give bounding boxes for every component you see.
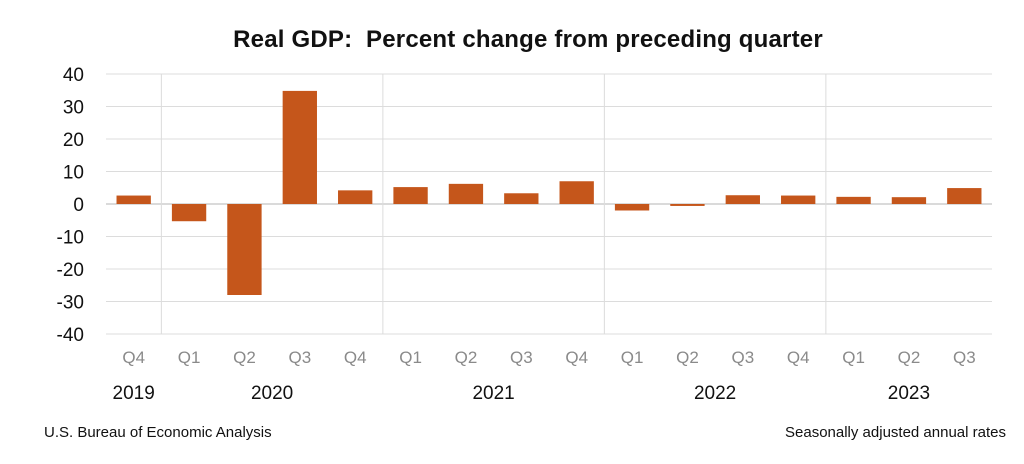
x-tick-label: Q4 <box>344 348 367 367</box>
x-tick-label: Q3 <box>731 348 754 367</box>
year-label: 2021 <box>472 383 514 404</box>
bar <box>227 204 262 295</box>
bar <box>836 196 871 204</box>
bar <box>614 204 650 211</box>
y-tick-label: 10 <box>63 163 84 184</box>
x-tick-label: Q1 <box>842 348 865 367</box>
label-layer: Q4 Q1 Q2 Q3 Q4 Q1 Q2 Q3 Q4 Q1 Q2 Q3 Q4 Q1 Q2 Q3 2019 2020… <box>113 348 976 404</box>
year-label: 2019 <box>113 383 155 404</box>
y-tick-label: -10 <box>57 228 84 249</box>
x-tick-label: Q3 <box>510 348 533 367</box>
x-tick-label: Q3 <box>288 348 311 367</box>
x-tick-label: Q1 <box>621 348 644 367</box>
bar <box>171 204 207 222</box>
source-note: U.S. Bureau of Economic Analysis <box>44 424 272 441</box>
bar <box>891 197 927 204</box>
x-tick-label: Q1 <box>178 348 201 367</box>
bar <box>116 195 151 204</box>
y-tick-label: 20 <box>63 130 84 151</box>
chart-title: Real GDP: Percent change from preceding … <box>233 26 823 53</box>
bar <box>393 187 428 204</box>
seasonal-note: Seasonally adjusted annual rates <box>785 424 1006 441</box>
bar <box>781 195 816 204</box>
x-tick-label: Q4 <box>787 348 810 367</box>
bar <box>725 195 760 204</box>
year-label: 2022 <box>694 383 736 404</box>
bar <box>338 190 373 204</box>
x-tick-label: Q2 <box>898 348 921 367</box>
x-tick-label: Q2 <box>233 348 256 367</box>
x-tick-label: Q1 <box>399 348 422 367</box>
bar <box>670 204 705 206</box>
x-tick-label: Q2 <box>676 348 699 367</box>
year-label: 2023 <box>888 383 930 404</box>
x-tick-label: Q4 <box>565 348 588 367</box>
y-tick-label: -20 <box>57 260 84 281</box>
y-tick-label: 40 <box>63 65 84 86</box>
bar <box>947 188 982 204</box>
x-tick-label: Q2 <box>455 348 478 367</box>
bar-layer <box>116 90 982 295</box>
axis-layer: 40 30 20 10 0 -10 -20 -30 -40 <box>57 65 84 346</box>
bar <box>448 183 484 204</box>
x-tick-label: Q4 <box>122 348 145 367</box>
y-tick-label: -40 <box>57 325 84 346</box>
year-label: 2020 <box>251 383 293 404</box>
y-tick-label: -30 <box>57 293 84 314</box>
bar <box>282 90 317 204</box>
bar <box>559 181 594 204</box>
y-tick-label: 0 <box>73 195 84 216</box>
y-tick-label: 30 <box>63 98 84 119</box>
bar <box>504 193 539 204</box>
x-tick-label: Q3 <box>953 348 976 367</box>
